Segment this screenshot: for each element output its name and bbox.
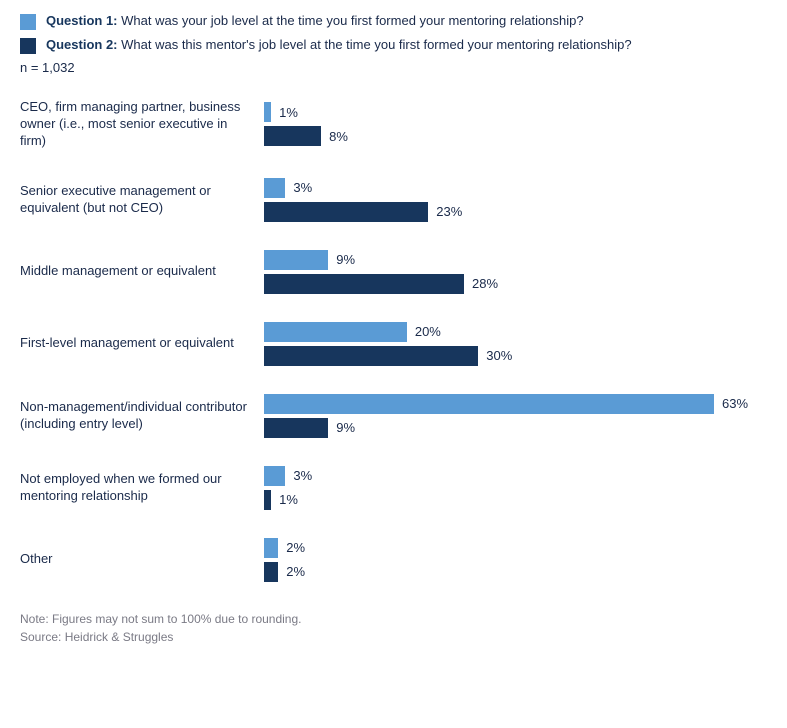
bar-group: 63% 9% <box>264 394 767 438</box>
q1-text: What was your job level at the time you … <box>121 13 583 28</box>
q1-label: Question 1: <box>46 13 118 28</box>
bar-q1-fill <box>264 250 328 270</box>
bar-q1-value: 3% <box>293 180 312 195</box>
chart-row: Not employed when we formed our mentorin… <box>20 466 767 510</box>
bar-q1: 3% <box>264 178 767 198</box>
sample-size: n = 1,032 <box>20 60 767 75</box>
swatch-q1 <box>20 14 36 30</box>
bar-q2-fill <box>264 202 428 222</box>
bar-q2-fill <box>264 126 321 146</box>
bar-q2-value: 2% <box>286 564 305 579</box>
bar-q1: 2% <box>264 538 767 558</box>
chart-row: Other 2% 2% <box>20 538 767 582</box>
chart-row: Middle management or equivalent 9% 28% <box>20 250 767 294</box>
bar-q2: 8% <box>264 126 767 146</box>
category-label: Middle management or equivalent <box>20 263 250 280</box>
bar-group: 3% 23% <box>264 178 767 222</box>
legend-q2-text: Question 2: What was this mentor's job l… <box>46 36 632 54</box>
chart-row: CEO, firm managing partner, business own… <box>20 99 767 150</box>
bar-q2: 28% <box>264 274 767 294</box>
bar-q1: 20% <box>264 322 767 342</box>
bar-q1-fill <box>264 466 285 486</box>
bar-q2: 23% <box>264 202 767 222</box>
category-label: Senior executive management or equivalen… <box>20 183 250 217</box>
bar-group: 9% 28% <box>264 250 767 294</box>
footer-source: Source: Heidrick & Struggles <box>20 630 767 644</box>
bar-q2-fill <box>264 346 478 366</box>
bar-q2: 2% <box>264 562 767 582</box>
bar-q1-value: 1% <box>279 105 298 120</box>
q2-label: Question 2: <box>46 37 118 52</box>
bar-q1-value: 2% <box>286 540 305 555</box>
bar-q2-value: 8% <box>329 129 348 144</box>
bar-group: 20% 30% <box>264 322 767 366</box>
legend-q1-text: Question 1: What was your job level at t… <box>46 12 584 30</box>
category-label: Not employed when we formed our mentorin… <box>20 471 250 505</box>
bar-q1-value: 20% <box>415 324 441 339</box>
q2-text: What was this mentor's job level at the … <box>121 37 631 52</box>
bar-q2-value: 9% <box>336 420 355 435</box>
bar-group: 3% 1% <box>264 466 767 510</box>
category-label: CEO, firm managing partner, business own… <box>20 99 250 150</box>
bar-q2-value: 28% <box>472 276 498 291</box>
bar-q2: 1% <box>264 490 767 510</box>
bar-q1: 1% <box>264 102 767 122</box>
bar-q1: 63% <box>264 394 767 414</box>
bar-q2-value: 23% <box>436 204 462 219</box>
bar-q1-fill <box>264 322 407 342</box>
bar-q2: 30% <box>264 346 767 366</box>
legend-q1: Question 1: What was your job level at t… <box>20 12 767 30</box>
bar-q1-fill <box>264 394 714 414</box>
bar-chart: CEO, firm managing partner, business own… <box>20 99 767 582</box>
bar-q2-fill <box>264 418 328 438</box>
footer: Note: Figures may not sum to 100% due to… <box>20 612 767 644</box>
bar-group: 1% 8% <box>264 102 767 146</box>
bar-q1-fill <box>264 538 278 558</box>
bar-q2-value: 30% <box>486 348 512 363</box>
chart-row: First-level management or equivalent 20% 3… <box>20 322 767 366</box>
bar-q1-value: 9% <box>336 252 355 267</box>
bar-q1-value: 63% <box>722 396 748 411</box>
bar-q2-fill <box>264 490 271 510</box>
bar-q2-fill <box>264 274 464 294</box>
footer-note: Note: Figures may not sum to 100% due to… <box>20 612 767 626</box>
bar-q1-fill <box>264 102 271 122</box>
chart-row: Senior executive management or equivalen… <box>20 178 767 222</box>
bar-q2-value: 1% <box>279 492 298 507</box>
bar-q2: 9% <box>264 418 767 438</box>
bar-q1: 3% <box>264 466 767 486</box>
bar-group: 2% 2% <box>264 538 767 582</box>
bar-q1-fill <box>264 178 285 198</box>
legend-q2: Question 2: What was this mentor's job l… <box>20 36 767 54</box>
chart-row: Non-management/individual contributor (i… <box>20 394 767 438</box>
swatch-q2 <box>20 38 36 54</box>
category-label: Other <box>20 551 250 568</box>
bar-q2-fill <box>264 562 278 582</box>
bar-q1-value: 3% <box>293 468 312 483</box>
bar-q1: 9% <box>264 250 767 270</box>
category-label: First-level management or equivalent <box>20 335 250 352</box>
category-label: Non-management/individual contributor (i… <box>20 399 250 433</box>
legend: Question 1: What was your job level at t… <box>20 12 767 54</box>
